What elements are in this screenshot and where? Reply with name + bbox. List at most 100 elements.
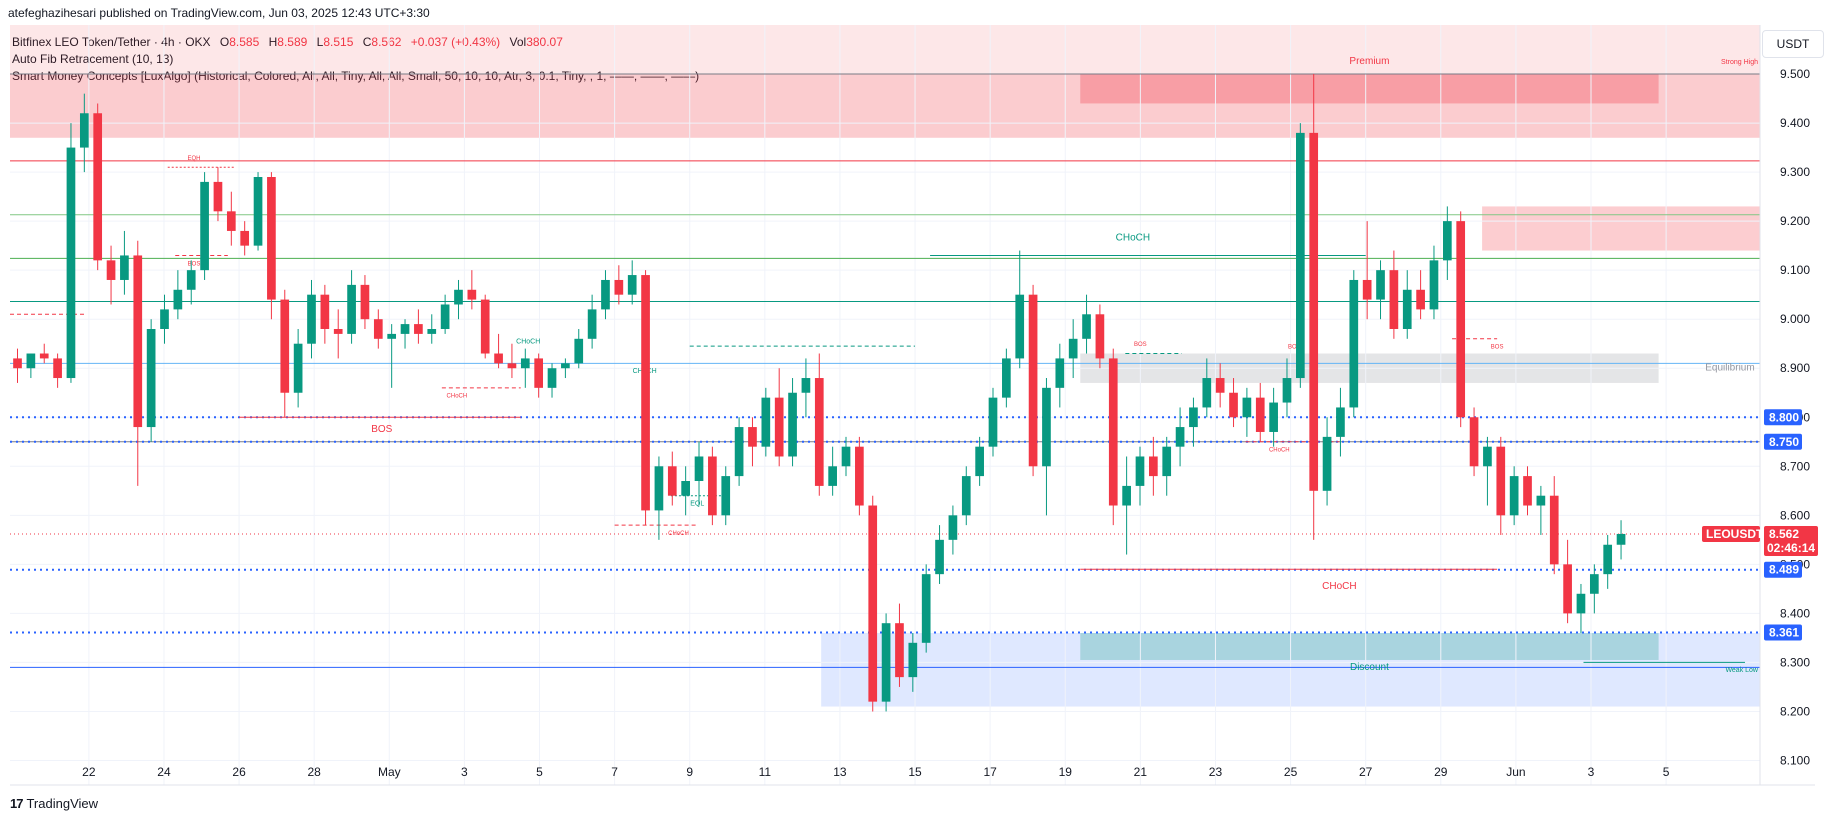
candle-body (935, 539, 944, 575)
candle-body (975, 446, 984, 477)
candle (708, 446, 717, 526)
candle-body (226, 211, 236, 231)
premium-zone (10, 25, 1760, 138)
tradingview-logo-icon: 17 (10, 796, 24, 811)
x-tick-label: 25 (1284, 765, 1298, 779)
x-tick-label: 11 (759, 765, 772, 779)
candle-body (1202, 378, 1212, 408)
high-label: H (268, 35, 278, 49)
candle (988, 387, 998, 457)
eqh-label: EQH (188, 156, 201, 162)
candle (801, 358, 811, 418)
candle-body (1309, 132, 1319, 491)
candle (721, 466, 731, 526)
candle (173, 270, 183, 320)
tradingview-footer: 17 TradingView (10, 796, 98, 811)
candle-body (1496, 446, 1506, 516)
candle (1362, 221, 1372, 320)
y-tick-label: 9.500 (1780, 67, 1810, 81)
candle-body (333, 329, 343, 334)
x-tick-label: 5 (536, 765, 543, 779)
candle-body (293, 343, 303, 393)
candle (1068, 319, 1078, 379)
candle (761, 387, 771, 457)
x-tick-label: 23 (1209, 765, 1223, 779)
legend-indicator-smc[interactable]: Smart Money Concepts [LuxAlgo] (Historic… (12, 69, 700, 83)
candle-body (1108, 358, 1118, 506)
candle (253, 172, 263, 251)
candle-body (681, 481, 690, 496)
candle (226, 191, 236, 246)
candle (855, 436, 864, 516)
candle (1095, 304, 1105, 369)
candle-body (1095, 314, 1105, 359)
candle (1429, 245, 1439, 320)
candle-body (1523, 476, 1532, 506)
candle-body (961, 476, 971, 516)
x-tick-label: Jun (1506, 765, 1525, 779)
candle (1402, 270, 1412, 339)
axes-layer: 9.500 9.400 9.300 9.200 9.100 9.000 8.900 8.800… (10, 25, 1815, 786)
candle (93, 103, 103, 271)
candle-body (1389, 270, 1399, 329)
candle (1162, 436, 1172, 496)
candle (561, 358, 570, 379)
legend-indicator-fib[interactable]: Auto Fib Retracement (10, 13) (12, 52, 174, 66)
high-value: 8.589 (277, 35, 308, 49)
candle-body (146, 329, 156, 428)
candle-body (1242, 397, 1252, 418)
candle (1215, 363, 1225, 408)
candle (1015, 250, 1025, 369)
candle-body (1135, 456, 1145, 486)
candle (614, 265, 624, 305)
candle-body (761, 397, 771, 447)
candle (1082, 294, 1091, 354)
candle (1122, 456, 1131, 555)
candle-body (66, 147, 76, 379)
candle-body (1416, 289, 1425, 310)
candle-body (427, 329, 437, 334)
candle-body (133, 255, 143, 428)
candle-body (1082, 314, 1091, 339)
bos-label-small: BOS (1288, 345, 1301, 351)
candle-body (881, 623, 891, 702)
published-by-header: atefeghazihesari published on TradingVie… (8, 6, 430, 20)
candle-body (1589, 574, 1599, 594)
candle (280, 289, 290, 418)
candle (1175, 407, 1185, 467)
candle (1496, 436, 1506, 535)
candle (1416, 270, 1425, 320)
price-tag-box (1764, 561, 1802, 578)
strong-high-label: Strong High (1721, 59, 1758, 66)
candle-body (694, 456, 704, 481)
candle-body (267, 177, 276, 300)
candle (1389, 250, 1399, 339)
currency-button[interactable]: USDT (1762, 30, 1824, 58)
order-block-low (1080, 633, 1659, 660)
candle (921, 564, 931, 653)
candles-layer (13, 74, 1626, 712)
candle (1189, 397, 1198, 447)
bos-label-small: BOS (1134, 342, 1147, 348)
candle-body (734, 427, 744, 477)
x-tick-label: 5 (1663, 765, 1670, 779)
candle-body (454, 289, 463, 305)
candle-body (253, 177, 263, 246)
candle (1336, 387, 1345, 457)
last-price-box (1764, 525, 1818, 556)
candle (574, 329, 584, 369)
candle (814, 353, 824, 496)
candle-body (106, 260, 116, 280)
candle-body (440, 304, 450, 329)
candle-body (1322, 436, 1332, 491)
candle (1255, 382, 1265, 442)
candle (1576, 583, 1586, 633)
candle-body (988, 397, 998, 447)
candle (935, 525, 944, 584)
premium-label: Premium (1349, 56, 1389, 67)
candle (601, 270, 610, 320)
candle (948, 505, 958, 555)
candle-body (1189, 407, 1198, 428)
candle (387, 324, 397, 388)
